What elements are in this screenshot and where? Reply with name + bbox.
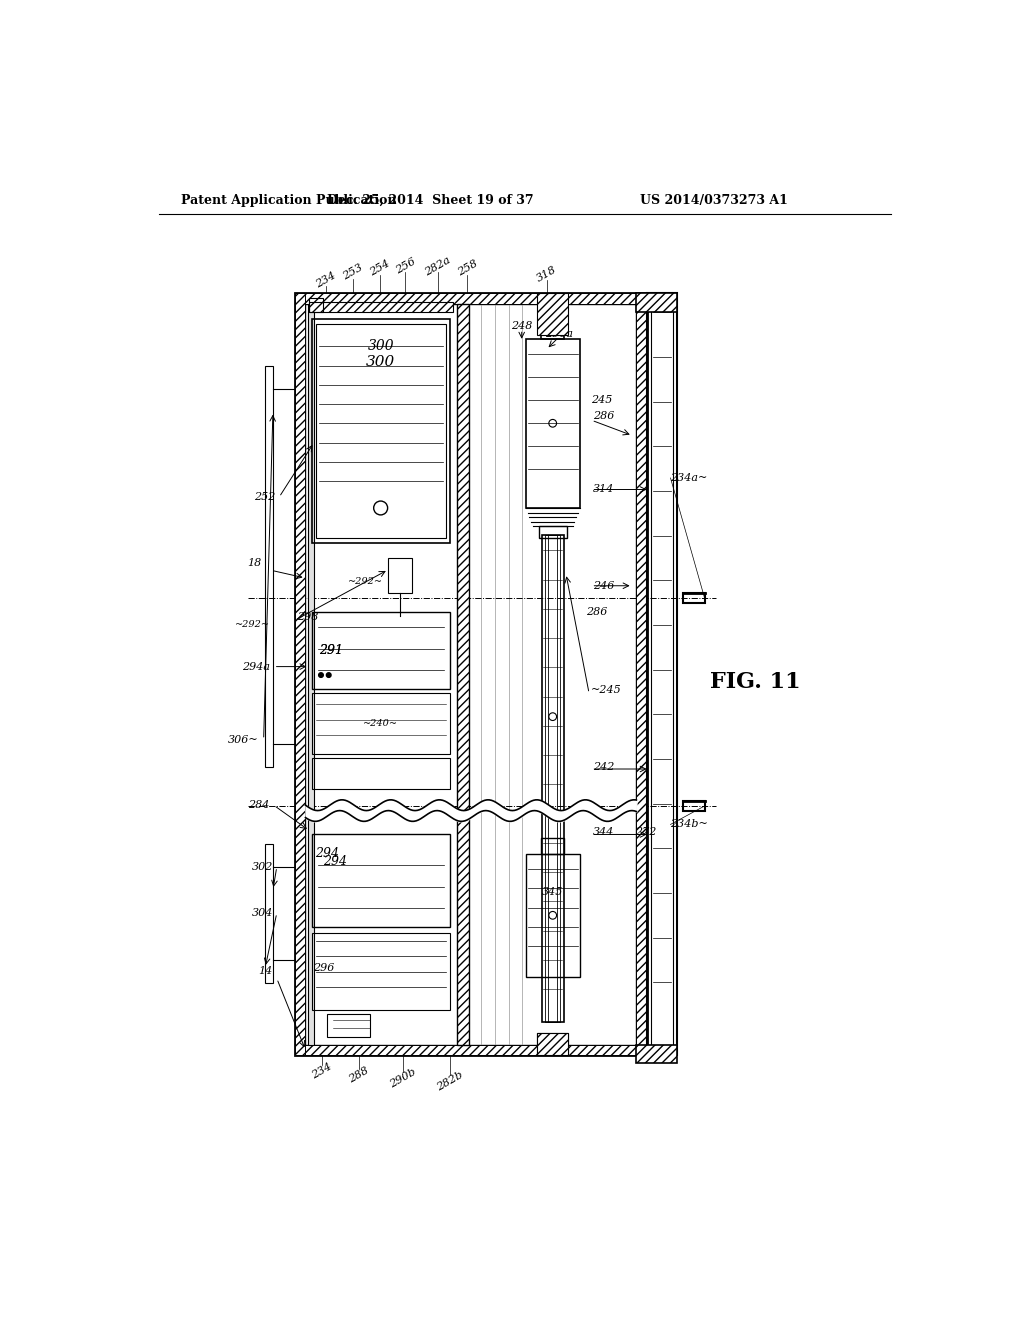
Text: 242: 242: [593, 762, 614, 772]
Text: 300: 300: [368, 339, 394, 354]
Text: 294: 294: [323, 855, 347, 869]
Bar: [311, 834, 451, 927]
Text: 234: 234: [314, 271, 337, 289]
Text: 291: 291: [319, 644, 343, 657]
Text: 344: 344: [593, 828, 614, 837]
Text: 290a: 290a: [545, 329, 572, 339]
Bar: [311, 319, 451, 543]
Bar: [388, 558, 412, 593]
Bar: [542, 535, 563, 1022]
Text: 290b: 290b: [388, 1067, 418, 1090]
Text: ~292~: ~292~: [234, 620, 270, 628]
Text: 286: 286: [586, 607, 607, 616]
Bar: [311, 758, 451, 789]
Text: 294: 294: [315, 847, 339, 861]
Text: 252: 252: [254, 492, 275, 502]
Bar: [541, 308, 564, 339]
Text: 253: 253: [341, 263, 365, 282]
Bar: [265, 366, 273, 767]
Bar: [545, 535, 560, 1022]
Text: 318: 318: [535, 264, 558, 284]
Bar: [538, 1034, 568, 1056]
Bar: [541, 838, 564, 854]
Bar: [636, 293, 677, 312]
Text: 234a~: 234a~: [671, 473, 708, 483]
Bar: [295, 1044, 647, 1056]
Text: 282b: 282b: [435, 1069, 465, 1093]
Bar: [538, 293, 568, 335]
Bar: [311, 933, 451, 1010]
Text: 345: 345: [542, 887, 563, 898]
Bar: [651, 297, 673, 1052]
Text: ~292~: ~292~: [348, 577, 383, 586]
Text: 302: 302: [252, 862, 273, 871]
Bar: [548, 535, 557, 1022]
Bar: [683, 801, 705, 810]
Text: 245: 245: [592, 395, 612, 405]
Bar: [265, 843, 273, 983]
Bar: [308, 304, 314, 1044]
Text: 296: 296: [312, 962, 334, 973]
Bar: [316, 323, 445, 539]
Text: 234b~: 234b~: [671, 820, 709, 829]
Text: 294a: 294a: [242, 661, 270, 672]
Text: 258: 258: [456, 259, 479, 279]
Text: 291: 291: [319, 644, 343, 657]
Bar: [309, 302, 453, 312]
Bar: [538, 1034, 568, 1056]
Text: ~245: ~245: [591, 685, 622, 694]
Text: FIG. 11: FIG. 11: [711, 671, 801, 693]
Circle shape: [327, 673, 331, 677]
Text: ~240~: ~240~: [364, 719, 398, 729]
Bar: [295, 293, 647, 304]
Bar: [295, 293, 305, 1056]
Text: 306~: 306~: [227, 735, 258, 744]
Bar: [539, 525, 566, 539]
Bar: [311, 693, 451, 755]
Text: 246: 246: [593, 581, 614, 591]
Bar: [328, 1014, 370, 1038]
Bar: [525, 854, 580, 977]
Text: US 2014/0373273 A1: US 2014/0373273 A1: [640, 194, 787, 207]
Bar: [309, 298, 324, 312]
Bar: [647, 293, 677, 1056]
Bar: [457, 304, 469, 1044]
Text: 282a: 282a: [423, 255, 453, 277]
Text: 298: 298: [297, 611, 318, 622]
Bar: [636, 1044, 677, 1063]
Text: 18: 18: [247, 557, 261, 568]
Bar: [311, 612, 451, 689]
Text: 272: 272: [635, 828, 656, 837]
Text: Patent Application Publication: Patent Application Publication: [180, 194, 396, 207]
Text: 300: 300: [366, 355, 395, 368]
Text: 284: 284: [249, 800, 270, 810]
Bar: [636, 293, 647, 1056]
Text: 14: 14: [259, 966, 273, 975]
Text: 254: 254: [368, 259, 391, 279]
Text: 256: 256: [393, 256, 417, 276]
Bar: [457, 304, 469, 1044]
Text: 286: 286: [593, 412, 614, 421]
Bar: [305, 304, 636, 1044]
Text: Dec. 25, 2014  Sheet 19 of 37: Dec. 25, 2014 Sheet 19 of 37: [327, 194, 534, 207]
Text: 234: 234: [310, 1061, 334, 1081]
Text: 248: 248: [511, 321, 532, 331]
Bar: [683, 594, 705, 603]
Text: 304: 304: [252, 908, 273, 917]
Bar: [295, 293, 647, 1056]
Text: 314: 314: [593, 484, 614, 495]
Circle shape: [318, 673, 324, 677]
Bar: [525, 339, 580, 508]
Text: 288: 288: [347, 1065, 371, 1084]
